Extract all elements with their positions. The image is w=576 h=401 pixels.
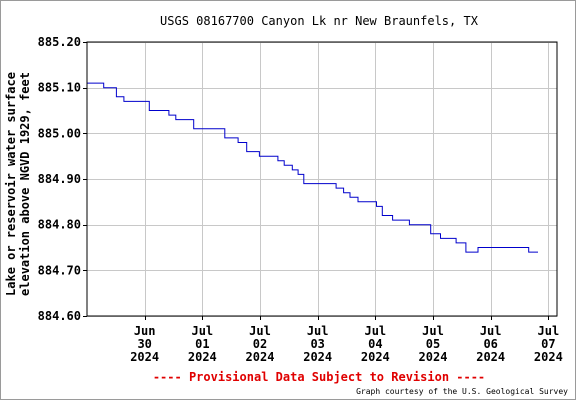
x-tick-label-month: Jul <box>538 324 560 338</box>
y-tick-label: 885.10 <box>38 81 81 95</box>
x-tick-label-year: 2024 <box>303 350 332 364</box>
x-tick-label-month: Jul <box>249 324 271 338</box>
x-tick-label-year: 2024 <box>130 350 159 364</box>
y-tick-label: 884.90 <box>38 172 81 186</box>
y-tick-label: 884.80 <box>38 218 81 232</box>
x-tick-label-month: Jul <box>364 324 386 338</box>
x-tick-label-month: Jul <box>422 324 444 338</box>
x-tick-label-day: 06 <box>483 337 497 351</box>
provisional-data-notice: ---- Provisional Data Subject to Revisio… <box>153 370 485 384</box>
x-tick-label-month: Jul <box>480 324 502 338</box>
x-tick-label-day: 30 <box>137 337 151 351</box>
x-tick-label-day: 07 <box>541 337 555 351</box>
x-tick-label-year: 2024 <box>476 350 505 364</box>
y-tick-label: 885.00 <box>38 126 81 140</box>
y-tick-label: 885.20 <box>38 35 81 49</box>
x-tick-label-month: Jul <box>307 324 329 338</box>
plot-area-border <box>86 41 558 317</box>
chart-title: USGS 08167700 Canyon Lk nr New Braunfels… <box>160 14 479 28</box>
x-tick-label-year: 2024 <box>361 350 390 364</box>
series-layer <box>87 82 538 253</box>
x-tick-label-day: 01 <box>195 337 209 351</box>
x-tick-labels: Jun302024Jul012024Jul022024Jul032024Jul0… <box>130 324 563 364</box>
x-tick-label-day: 02 <box>253 337 267 351</box>
y-axis-label: Lake or reservoir water surface elevatio… <box>4 72 32 296</box>
y-tick-label: 884.70 <box>38 263 81 277</box>
x-tick-label-day: 03 <box>310 337 324 351</box>
grid-layer <box>83 42 557 320</box>
x-tick-label-year: 2024 <box>419 350 448 364</box>
usgs-credit: Graph courtesy of the U.S. Geological Su… <box>356 387 568 396</box>
y-axis-label-line-1: Lake or reservoir water surface <box>4 72 18 296</box>
x-tick-label-year: 2024 <box>534 350 563 364</box>
x-tick-label-year: 2024 <box>246 350 275 364</box>
y-axis-label-line-2: elevation above NGVD 1929, feet <box>18 72 32 296</box>
y-tick-labels: 884.60 884.70 884.80 884.90 885.00 885.10 885.… <box>38 35 81 323</box>
x-tick-label-month: Jun <box>134 324 156 338</box>
elevation-series-line <box>87 82 538 253</box>
y-tick-label: 884.60 <box>38 309 81 323</box>
x-tick-label-month: Jul <box>191 324 213 338</box>
x-tick-label-day: 05 <box>426 337 440 351</box>
x-tick-label-day: 04 <box>368 337 382 351</box>
x-tick-label-year: 2024 <box>188 350 217 364</box>
